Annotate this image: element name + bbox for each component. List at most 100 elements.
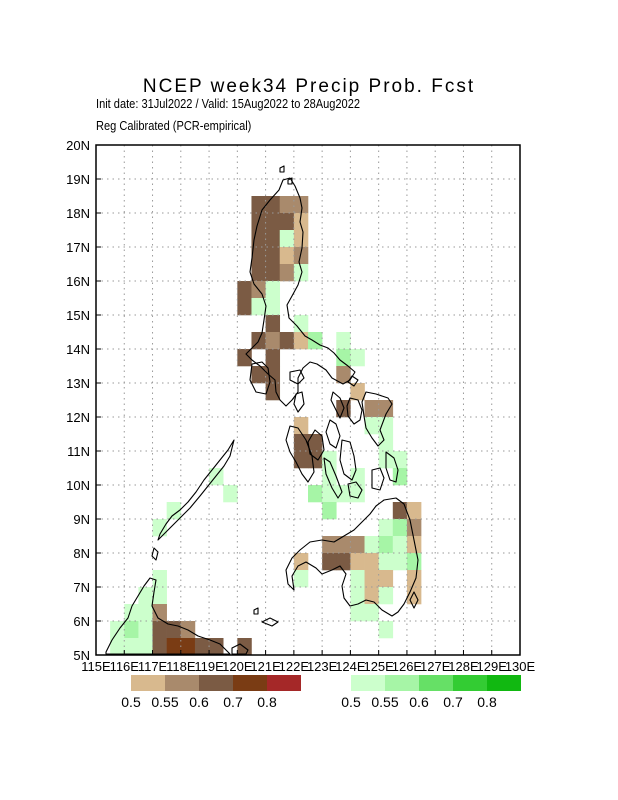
prob-cell — [279, 196, 295, 214]
lon-tick-label: 117E — [138, 659, 168, 674]
prob-cell — [336, 536, 351, 554]
coastline — [151, 547, 159, 561]
color-legend: 0.5 0.55 0.6 0.7 0.8 0.5 0.55 0.6 0.7 0.8 — [121, 675, 521, 710]
lon-tick-label: 122E — [279, 659, 310, 674]
prob-cell — [265, 230, 281, 248]
prob-cell — [293, 451, 309, 469]
wet-legend-swatch — [487, 675, 521, 691]
prob-cell — [194, 638, 210, 656]
prob-cell — [180, 638, 196, 656]
prob-cell — [378, 570, 394, 588]
prob-cell — [223, 485, 238, 503]
lat-tick-label: 15N — [66, 308, 90, 323]
prob-cell — [138, 621, 153, 639]
coastline — [339, 439, 357, 481]
calibration-method: Reg Calibrated (PCR-empirical) — [96, 118, 252, 133]
prob-cell — [336, 485, 351, 503]
dry-legend-swatch — [131, 675, 165, 691]
prob-cell — [279, 332, 295, 350]
prob-cell — [378, 400, 394, 418]
prob-cell — [308, 485, 323, 503]
prob-cell — [279, 230, 295, 248]
lat-tick-label: 14N — [66, 342, 90, 357]
coastline — [253, 607, 259, 615]
coastline — [157, 439, 235, 541]
coastline — [330, 391, 345, 419]
lat-tick-label: 18N — [66, 206, 90, 221]
lon-tick-label: 129E — [477, 659, 508, 674]
prob-cell — [265, 213, 281, 231]
prob-cell — [406, 553, 422, 571]
lat-lon-grid — [96, 145, 520, 655]
coastline — [371, 467, 385, 491]
coastline — [409, 591, 419, 609]
wet-legend-label: 0.5 — [341, 694, 361, 710]
prob-cell — [152, 638, 167, 656]
prob-cell — [350, 570, 365, 588]
prob-cell — [350, 349, 365, 367]
prob-cell — [392, 468, 408, 486]
prob-cell — [293, 417, 309, 435]
prob-cell — [406, 519, 422, 537]
coastline — [385, 451, 399, 483]
lon-tick-label: 121E — [250, 659, 281, 674]
prob-cell — [406, 536, 422, 554]
wet-legend-swatch — [419, 675, 453, 691]
prob-cell — [350, 536, 365, 554]
prob-cell — [336, 366, 351, 384]
lat-tick-label: 8N — [73, 546, 90, 561]
coastline — [261, 617, 279, 627]
lon-tick-label: 125E — [363, 659, 394, 674]
lon-tick-label: 126E — [392, 659, 423, 674]
prob-cell — [279, 213, 295, 231]
lon-tick-label: 118E — [166, 659, 196, 674]
lon-tick-label: 127E — [420, 659, 451, 674]
dry-legend-swatch — [165, 675, 199, 691]
lat-tick-label: 17N — [66, 240, 90, 255]
coastline — [249, 361, 271, 395]
prob-cell — [152, 587, 167, 605]
wet-legend-label: 0.7 — [443, 694, 463, 710]
prob-cell — [406, 502, 422, 520]
prob-cell — [251, 366, 266, 384]
wet-legend-swatch — [453, 675, 487, 691]
prob-cell — [237, 349, 252, 367]
prob-cell — [336, 349, 351, 367]
prob-cell — [364, 553, 379, 571]
prob-cell — [322, 536, 337, 554]
prob-cell — [251, 298, 266, 316]
prob-cell — [124, 621, 139, 639]
prob-cell — [279, 264, 295, 282]
prob-cell — [322, 485, 337, 503]
prob-cell — [392, 502, 408, 520]
prob-cell — [322, 451, 337, 469]
prob-cell — [251, 264, 266, 282]
prob-cell — [378, 417, 394, 435]
dry-legend-label: 0.6 — [189, 694, 209, 710]
init-valid-dates: Init date: 31Jul2022 / Valid: 15Aug2022 … — [96, 96, 360, 111]
prob-cell — [378, 621, 394, 639]
prob-cell — [308, 332, 323, 350]
lon-tick-label: 115E — [81, 659, 111, 674]
lat-tick-label: 5N — [73, 648, 90, 663]
prob-cell — [406, 570, 422, 588]
prob-cell — [350, 485, 365, 503]
prob-cell — [110, 621, 125, 639]
coastline — [361, 391, 393, 447]
prob-cell — [378, 553, 394, 571]
lat-tick-label: 7N — [73, 580, 90, 595]
wet-legend-label: 0.8 — [477, 694, 497, 710]
prob-cell — [293, 434, 309, 452]
dry-legend-swatch — [199, 675, 233, 691]
coastline — [285, 425, 315, 483]
lat-tick-label: 20N — [66, 138, 90, 153]
prob-cell — [265, 332, 281, 350]
prob-cell — [293, 213, 309, 231]
prob-cell — [265, 264, 281, 282]
dry-legend-swatch — [267, 675, 301, 691]
prob-cell — [265, 298, 281, 316]
prob-cell — [350, 468, 365, 486]
coastline — [347, 375, 359, 387]
prob-cell — [364, 536, 379, 554]
